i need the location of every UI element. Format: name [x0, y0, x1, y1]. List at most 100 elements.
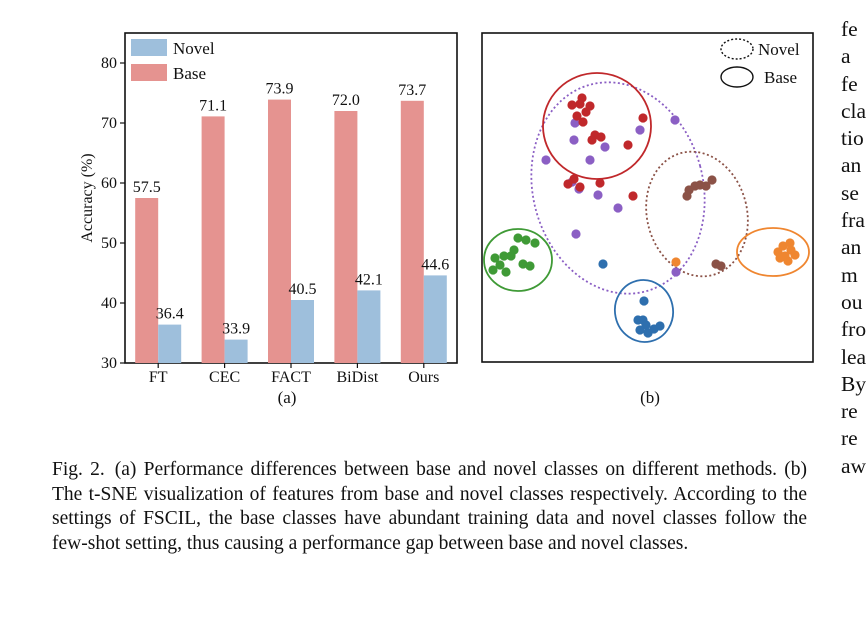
bar-legend: Novel Base: [131, 39, 215, 83]
red-base-point: [587, 135, 597, 145]
x-tick-label: CEC: [209, 369, 240, 386]
orange-base-point: [671, 257, 681, 267]
bar-base: [268, 99, 291, 363]
cluster-points: [488, 93, 800, 338]
column-fragment: fe: [841, 17, 858, 41]
x-tick-label: BiDist: [337, 369, 379, 386]
column-fragment: fra: [841, 208, 865, 233]
purple-novel-point: [570, 118, 580, 128]
green-base-point: [521, 235, 531, 245]
figure-caption: Fig. 2. (a) Performance differences betwe…: [52, 458, 807, 556]
bar-novel: [357, 290, 381, 363]
orange-base-ellipse: [736, 227, 810, 277]
tsne-frame: [481, 32, 814, 363]
purple-novel-point: [635, 125, 645, 135]
column-fragment: tio: [841, 126, 864, 151]
bar-novel: [224, 339, 248, 363]
legend-label-base: Base: [173, 64, 206, 83]
green-base-point: [495, 260, 505, 270]
purple-novel-point: [541, 155, 551, 165]
blue-base-ellipse: [614, 279, 674, 343]
column-fragment: re: [841, 426, 858, 451]
y-axis: 30 40 50 60 70 80: [101, 55, 125, 372]
orange-base-point: [785, 238, 795, 248]
red-base-point: [581, 107, 591, 117]
red-base-point: [572, 111, 582, 121]
column-fragment: aw: [841, 453, 866, 478]
novel-legend-marker: [720, 38, 754, 60]
base-legend-label: Base: [764, 68, 797, 87]
purple-novel-point: [613, 203, 623, 213]
bar-base: [135, 198, 159, 363]
red-base-point: [638, 113, 648, 123]
red-base-point: [623, 140, 633, 150]
base-legend-marker: [720, 66, 754, 88]
y-tick-label: 80: [101, 55, 117, 72]
green-base-point: [518, 259, 528, 269]
purple-novel-point: [585, 155, 595, 165]
purple-novel-point: [600, 142, 610, 152]
bar-base: [201, 116, 225, 364]
bar-value-labels: 57.5 36.4 71.1 33.9 73.9 40.5 72.0 42.1 73.7 44.6: [133, 81, 450, 338]
green-base-point: [501, 267, 511, 277]
green-base-point: [530, 238, 540, 248]
red-base-point: [567, 100, 577, 110]
green-base-point: [525, 261, 535, 271]
bar-base: [400, 100, 424, 364]
bar-value-label-base: 72.0: [332, 92, 360, 109]
y-tick-label: 40: [101, 295, 117, 312]
purple-novel-point: [569, 135, 579, 145]
bars: [135, 99, 447, 364]
bar-value-label-base: 57.5: [133, 179, 161, 196]
legend-swatch-base: [131, 64, 167, 81]
bar-value-label-novel: 42.1: [355, 271, 383, 288]
column-fragment: re: [841, 399, 858, 424]
y-tick-label: 30: [101, 355, 117, 372]
bar-value-label-base: 73.9: [266, 81, 294, 98]
purple-novel-point: [671, 267, 681, 277]
adjacent-column-text: fe a fe cla tio an se fra an m ou fro lea By re re aw: [841, 16, 866, 480]
legend-label-novel: Novel: [173, 39, 215, 58]
tsne-panel-b: Novel Base (b): [481, 32, 814, 407]
red-base-point: [575, 182, 585, 192]
red-base-point: [575, 99, 585, 109]
green-base-point: [513, 233, 523, 243]
column-fragment: a: [841, 44, 851, 69]
y-axis-label: Accuracy (%): [79, 153, 96, 242]
column-fragment: fro: [841, 317, 866, 342]
x-tick-label: FT: [149, 369, 168, 386]
column-fragment: m: [841, 262, 858, 287]
x-axis: FT CEC FACT BiDist Ours: [149, 363, 439, 386]
bar-value-label-novel: 44.6: [421, 256, 449, 273]
bar-value-label-novel: 36.4: [156, 306, 184, 323]
green-base-point: [506, 251, 516, 261]
red-base-ellipse: [542, 72, 652, 180]
orange-base-point: [775, 253, 785, 263]
blue-base-point: [635, 325, 645, 335]
red-base-point: [595, 178, 605, 188]
brown-novel-ellipse: [645, 150, 749, 278]
column-fragment: fe: [841, 71, 858, 96]
green-base-ellipse: [483, 228, 553, 292]
green-base-point: [488, 265, 498, 275]
y-tick-label: 50: [101, 235, 117, 252]
x-tick-label: FACT: [271, 369, 311, 386]
blue-base-point: [598, 259, 608, 269]
bar-value-label-novel: 40.5: [289, 281, 317, 298]
novel-legend-label: Novel: [758, 40, 800, 59]
cluster-ellipses: [483, 72, 810, 343]
purple-novel-point: [571, 229, 581, 239]
bar-novel: [423, 275, 447, 363]
figure-2: 30 40 50 60 70 80 FT CEC FACT BiDist Ours 57.5 36.…: [79, 32, 814, 407]
column-fragment: cla: [841, 98, 866, 123]
legend-swatch-novel: [131, 39, 167, 56]
y-tick-label: 60: [101, 175, 117, 192]
column-fragment: By: [841, 371, 866, 396]
bar-value-label-base: 71.1: [199, 97, 227, 114]
purple-novel-point: [670, 115, 680, 125]
caption-text: (a) Performance differences between base…: [52, 459, 808, 554]
red-base-point: [578, 117, 588, 127]
red-base-point: [596, 132, 606, 142]
panel-b-label: (b): [640, 388, 660, 407]
blue-base-point: [639, 296, 649, 306]
